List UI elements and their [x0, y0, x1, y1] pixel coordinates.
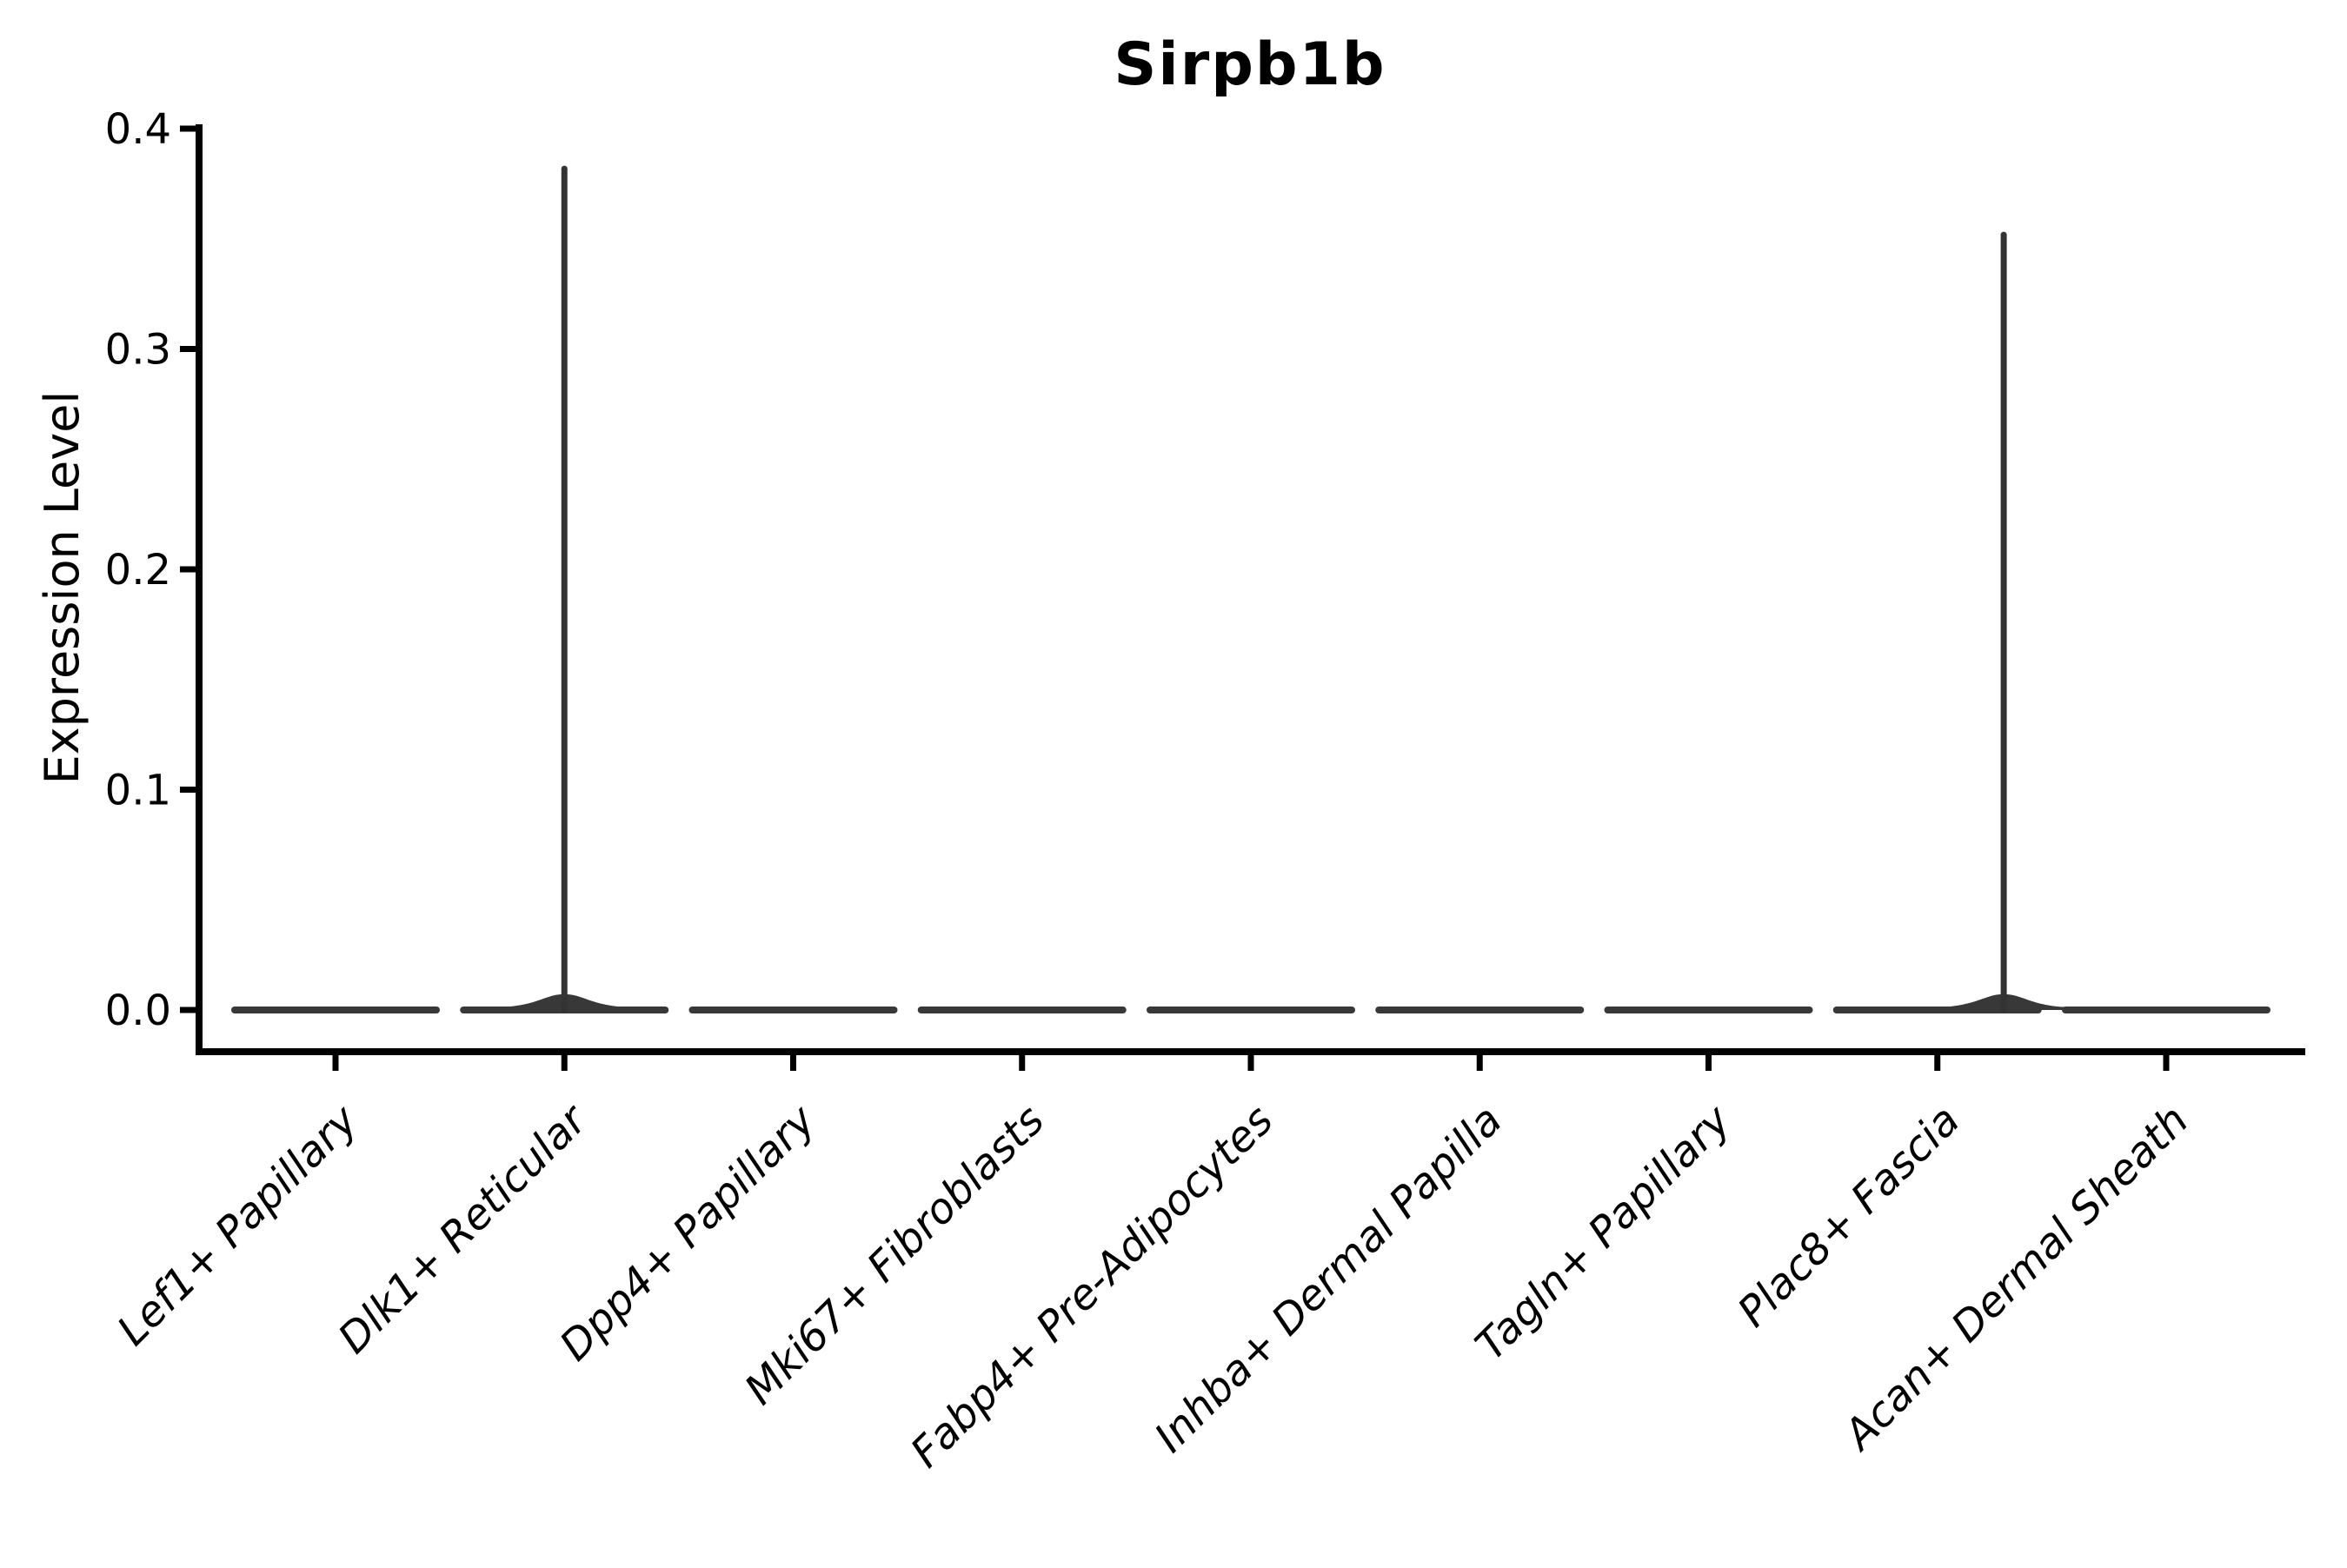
y-tick-label: 0.3 [105, 326, 171, 375]
violin [1375, 1007, 1585, 1013]
y-axis-ticks [180, 125, 196, 1013]
x-category-label: Lef1+ Papillary [108, 1095, 368, 1355]
x-category-label: Dpp4+ Papillary [550, 1095, 825, 1370]
violin [688, 1007, 898, 1013]
y-tick-label: 0.1 [105, 767, 171, 815]
violin-body [2062, 1007, 2271, 1013]
y-tick-labels: 0.0 0.1 0.2 0.3 0.4 [105, 105, 171, 1035]
x-category-label: Plac8+ Fascia [1729, 1096, 1970, 1337]
y-tick-label: 0.0 [105, 987, 171, 1035]
violin-body [688, 1007, 898, 1013]
violin-body [1147, 1007, 1355, 1013]
y-axis-label: Expression Level [35, 391, 90, 785]
violin-body [1375, 1007, 1585, 1013]
x-category-label: Dlk1+ Reticular [329, 1094, 599, 1364]
x-category-label: Fabp4+ Pre-Adipocytes [901, 1096, 1283, 1478]
x-axis-ticks [332, 1055, 2170, 1071]
violin [1147, 1007, 1355, 1013]
violin [231, 1007, 440, 1013]
violin [1832, 231, 2072, 1013]
y-tick-label: 0.4 [105, 105, 171, 154]
figure-title: Sirpb1b [1114, 30, 1386, 99]
violin-series-group [231, 165, 2271, 1013]
x-category-label: Tagln+ Papillary [1466, 1095, 1741, 1370]
violin [2062, 1007, 2271, 1013]
y-tick-label: 0.2 [105, 546, 171, 595]
violin-body [231, 1007, 440, 1013]
violin [1604, 1007, 1813, 1013]
violin [460, 165, 669, 1013]
violin-body [1604, 1007, 1813, 1013]
violin-body [917, 1007, 1127, 1013]
violin [917, 1007, 1127, 1013]
axes-spines [196, 124, 2305, 1055]
